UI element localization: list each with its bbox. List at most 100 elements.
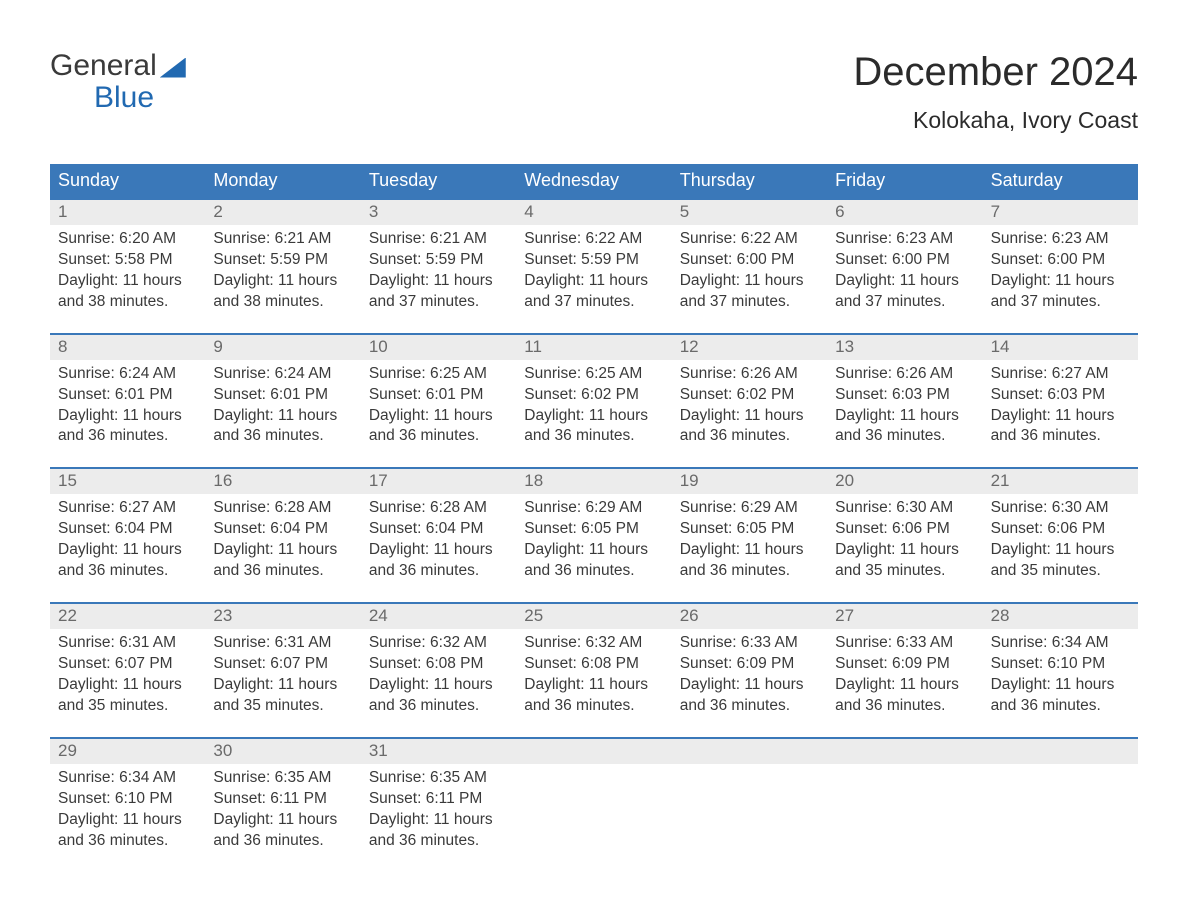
daylight-line: Daylight: 11 hours and 36 minutes. xyxy=(58,406,197,448)
daylight-line: Daylight: 11 hours and 36 minutes. xyxy=(835,406,974,448)
day-cell: Sunrise: 6:23 AMSunset: 6:00 PMDaylight:… xyxy=(827,225,982,317)
sunset-line: Sunset: 6:07 PM xyxy=(213,654,352,675)
sunset-line: Sunset: 5:58 PM xyxy=(58,250,197,271)
day-number: 24 xyxy=(361,604,516,629)
day-cell: Sunrise: 6:29 AMSunset: 6:05 PMDaylight:… xyxy=(516,494,671,586)
day-number: 5 xyxy=(672,200,827,225)
sunrise-line: Sunrise: 6:23 AM xyxy=(835,229,974,250)
daylight-line: Daylight: 11 hours and 36 minutes. xyxy=(58,540,197,582)
day-cell: Sunrise: 6:33 AMSunset: 6:09 PMDaylight:… xyxy=(672,629,827,721)
day-cell: Sunrise: 6:33 AMSunset: 6:09 PMDaylight:… xyxy=(827,629,982,721)
header: General Blue December 2024 Kolokaha, Ivo… xyxy=(50,50,1138,134)
sunrise-line: Sunrise: 6:35 AM xyxy=(213,768,352,789)
sunset-line: Sunset: 6:11 PM xyxy=(213,789,352,810)
day-cell: Sunrise: 6:22 AMSunset: 6:00 PMDaylight:… xyxy=(672,225,827,317)
day-number: 4 xyxy=(516,200,671,225)
logo: General Blue xyxy=(50,50,186,113)
daylight-line: Daylight: 11 hours and 36 minutes. xyxy=(369,406,508,448)
sunset-line: Sunset: 6:04 PM xyxy=(369,519,508,540)
day-cell: Sunrise: 6:31 AMSunset: 6:07 PMDaylight:… xyxy=(50,629,205,721)
sunset-line: Sunset: 6:03 PM xyxy=(991,385,1130,406)
daynum-band: 891011121314 xyxy=(50,335,1138,360)
daylight-line: Daylight: 11 hours and 35 minutes. xyxy=(835,540,974,582)
sunset-line: Sunset: 6:01 PM xyxy=(58,385,197,406)
daylight-line: Daylight: 11 hours and 35 minutes. xyxy=(213,675,352,717)
day-cell: Sunrise: 6:25 AMSunset: 6:01 PMDaylight:… xyxy=(361,360,516,452)
sunrise-line: Sunrise: 6:23 AM xyxy=(991,229,1130,250)
daylight-line: Daylight: 11 hours and 36 minutes. xyxy=(991,406,1130,448)
sunrise-line: Sunrise: 6:33 AM xyxy=(680,633,819,654)
sunset-line: Sunset: 5:59 PM xyxy=(369,250,508,271)
location-subtitle: Kolokaha, Ivory Coast xyxy=(853,107,1138,134)
day-number: 28 xyxy=(983,604,1138,629)
daylight-line: Daylight: 11 hours and 36 minutes. xyxy=(213,406,352,448)
day-number: 14 xyxy=(983,335,1138,360)
sunrise-line: Sunrise: 6:20 AM xyxy=(58,229,197,250)
day-cell: Sunrise: 6:30 AMSunset: 6:06 PMDaylight:… xyxy=(827,494,982,586)
calendar-week-row: 22232425262728Sunrise: 6:31 AMSunset: 6:… xyxy=(50,602,1138,721)
sunset-line: Sunset: 6:01 PM xyxy=(213,385,352,406)
sunset-line: Sunset: 6:06 PM xyxy=(991,519,1130,540)
day-number: 20 xyxy=(827,469,982,494)
daylight-line: Daylight: 11 hours and 36 minutes. xyxy=(213,810,352,852)
day-number: 23 xyxy=(205,604,360,629)
day-cell: Sunrise: 6:29 AMSunset: 6:05 PMDaylight:… xyxy=(672,494,827,586)
daynum-band: 293031 xyxy=(50,739,1138,764)
sunrise-line: Sunrise: 6:28 AM xyxy=(369,498,508,519)
sunrise-line: Sunrise: 6:32 AM xyxy=(369,633,508,654)
day-number: 31 xyxy=(361,739,516,764)
sunset-line: Sunset: 5:59 PM xyxy=(213,250,352,271)
day-cell: Sunrise: 6:24 AMSunset: 6:01 PMDaylight:… xyxy=(50,360,205,452)
month-title: December 2024 xyxy=(853,50,1138,95)
sunset-line: Sunset: 6:09 PM xyxy=(835,654,974,675)
daynum-band: 1234567 xyxy=(50,200,1138,225)
day-number: 9 xyxy=(205,335,360,360)
daylight-line: Daylight: 11 hours and 36 minutes. xyxy=(58,810,197,852)
sunset-line: Sunset: 6:01 PM xyxy=(369,385,508,406)
day-number: 13 xyxy=(827,335,982,360)
weekday-header-cell: Sunday xyxy=(50,164,205,198)
sunrise-line: Sunrise: 6:28 AM xyxy=(213,498,352,519)
day-number: 30 xyxy=(205,739,360,764)
day-number: 2 xyxy=(205,200,360,225)
day-number: 25 xyxy=(516,604,671,629)
day-number: 1 xyxy=(50,200,205,225)
day-cell: Sunrise: 6:25 AMSunset: 6:02 PMDaylight:… xyxy=(516,360,671,452)
day-cell: Sunrise: 6:28 AMSunset: 6:04 PMDaylight:… xyxy=(361,494,516,586)
day-number: 26 xyxy=(672,604,827,629)
daylight-line: Daylight: 11 hours and 36 minutes. xyxy=(991,675,1130,717)
sunrise-line: Sunrise: 6:22 AM xyxy=(524,229,663,250)
day-number: 29 xyxy=(50,739,205,764)
sunset-line: Sunset: 5:59 PM xyxy=(524,250,663,271)
sunrise-line: Sunrise: 6:30 AM xyxy=(835,498,974,519)
day-number: 15 xyxy=(50,469,205,494)
daylight-line: Daylight: 11 hours and 37 minutes. xyxy=(680,271,819,313)
daylight-line: Daylight: 11 hours and 36 minutes. xyxy=(680,406,819,448)
sunrise-line: Sunrise: 6:35 AM xyxy=(369,768,508,789)
daylight-line: Daylight: 11 hours and 36 minutes. xyxy=(835,675,974,717)
weekday-header-row: SundayMondayTuesdayWednesdayThursdayFrid… xyxy=(50,164,1138,198)
weekday-header-cell: Friday xyxy=(827,164,982,198)
sunset-line: Sunset: 6:04 PM xyxy=(213,519,352,540)
weekday-header-cell: Thursday xyxy=(672,164,827,198)
sunset-line: Sunset: 6:00 PM xyxy=(991,250,1130,271)
day-number: 19 xyxy=(672,469,827,494)
daylight-line: Daylight: 11 hours and 36 minutes. xyxy=(369,675,508,717)
sunrise-line: Sunrise: 6:31 AM xyxy=(213,633,352,654)
daylight-line: Daylight: 11 hours and 37 minutes. xyxy=(835,271,974,313)
day-cell: Sunrise: 6:27 AMSunset: 6:03 PMDaylight:… xyxy=(983,360,1138,452)
daylight-line: Daylight: 11 hours and 37 minutes. xyxy=(369,271,508,313)
day-number: 8 xyxy=(50,335,205,360)
daylight-line: Daylight: 11 hours and 36 minutes. xyxy=(524,406,663,448)
sunrise-line: Sunrise: 6:26 AM xyxy=(680,364,819,385)
sunset-line: Sunset: 6:04 PM xyxy=(58,519,197,540)
sunset-line: Sunset: 6:08 PM xyxy=(369,654,508,675)
sunrise-line: Sunrise: 6:29 AM xyxy=(680,498,819,519)
daylight-line: Daylight: 11 hours and 35 minutes. xyxy=(991,540,1130,582)
sunrise-line: Sunrise: 6:29 AM xyxy=(524,498,663,519)
day-cell: Sunrise: 6:24 AMSunset: 6:01 PMDaylight:… xyxy=(205,360,360,452)
sunrise-line: Sunrise: 6:27 AM xyxy=(991,364,1130,385)
day-cell: Sunrise: 6:21 AMSunset: 5:59 PMDaylight:… xyxy=(205,225,360,317)
day-cell: Sunrise: 6:28 AMSunset: 6:04 PMDaylight:… xyxy=(205,494,360,586)
weekday-header-cell: Monday xyxy=(205,164,360,198)
